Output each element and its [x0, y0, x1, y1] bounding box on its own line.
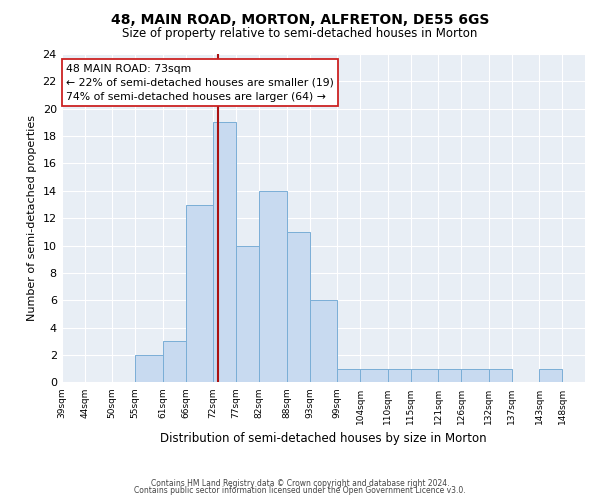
Bar	[185, 204, 213, 382]
Text: 48 MAIN ROAD: 73sqm
← 22% of semi-detached houses are smaller (19)
74% of semi-d: 48 MAIN ROAD: 73sqm ← 22% of semi-detach…	[66, 64, 334, 102]
Text: 48, MAIN ROAD, MORTON, ALFRETON, DE55 6GS: 48, MAIN ROAD, MORTON, ALFRETON, DE55 6G…	[111, 12, 489, 26]
Bar	[287, 232, 310, 382]
Bar	[163, 342, 185, 382]
Text: Size of property relative to semi-detached houses in Morton: Size of property relative to semi-detach…	[122, 28, 478, 40]
Bar	[488, 368, 512, 382]
Bar	[461, 368, 488, 382]
Bar	[310, 300, 337, 382]
Bar	[539, 368, 562, 382]
X-axis label: Distribution of semi-detached houses by size in Morton: Distribution of semi-detached houses by …	[160, 432, 487, 445]
Bar	[135, 355, 163, 382]
Text: Contains public sector information licensed under the Open Government Licence v3: Contains public sector information licen…	[134, 486, 466, 495]
Text: Contains HM Land Registry data © Crown copyright and database right 2024.: Contains HM Land Registry data © Crown c…	[151, 478, 449, 488]
Y-axis label: Number of semi-detached properties: Number of semi-detached properties	[27, 115, 37, 321]
Bar	[259, 191, 287, 382]
Bar	[438, 368, 461, 382]
Bar	[360, 368, 388, 382]
Bar	[337, 368, 360, 382]
Bar	[236, 246, 259, 382]
Bar	[388, 368, 410, 382]
Bar	[410, 368, 438, 382]
Bar	[213, 122, 236, 382]
